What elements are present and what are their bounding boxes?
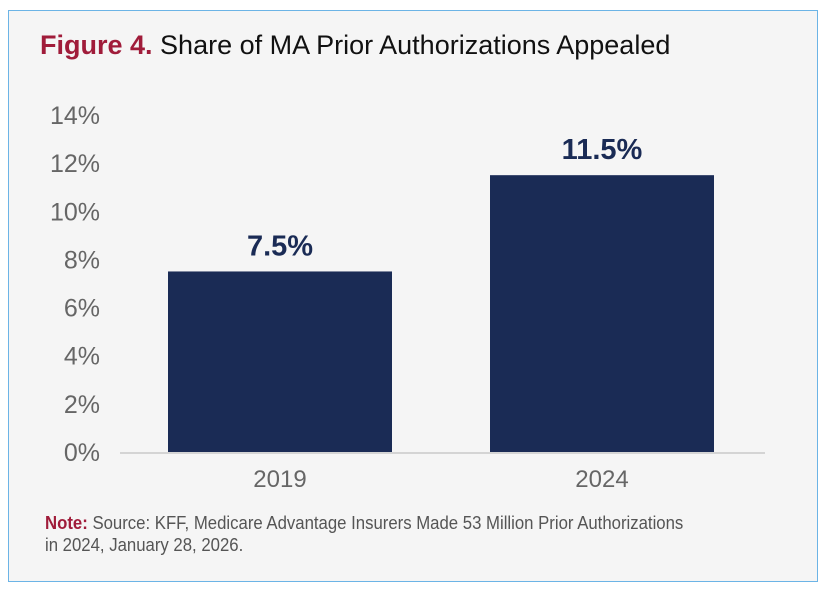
y-tick-label: 12% (50, 150, 100, 178)
x-tick-label: 2024 (575, 466, 628, 493)
y-tick-label: 4% (64, 343, 100, 371)
bar-2024 (490, 175, 714, 452)
y-tick-label: 14% (50, 102, 100, 130)
y-tick-label: 2% (64, 391, 100, 419)
y-tick-label: 10% (50, 198, 100, 226)
bar-2019 (168, 271, 392, 452)
chart-note: Note: Source: KFF, Medicare Advantage In… (45, 512, 696, 556)
y-tick-label: 6% (64, 295, 100, 323)
y-tick-label: 8% (64, 246, 100, 274)
data-label: 7.5% (247, 230, 313, 262)
figure-label: Figure 4. (40, 30, 153, 60)
note-label: Note: (45, 513, 88, 533)
note-text: Source: KFF, Medicare Advantage Insurers… (45, 513, 684, 555)
x-tick-label: 2019 (253, 466, 306, 493)
chart-title: Figure 4. Share of MA Prior Authorizatio… (40, 30, 670, 61)
y-tick-label: 0% (64, 439, 100, 467)
data-label: 11.5% (562, 134, 643, 166)
title-text: Share of MA Prior Authorizations Appeale… (160, 30, 671, 60)
